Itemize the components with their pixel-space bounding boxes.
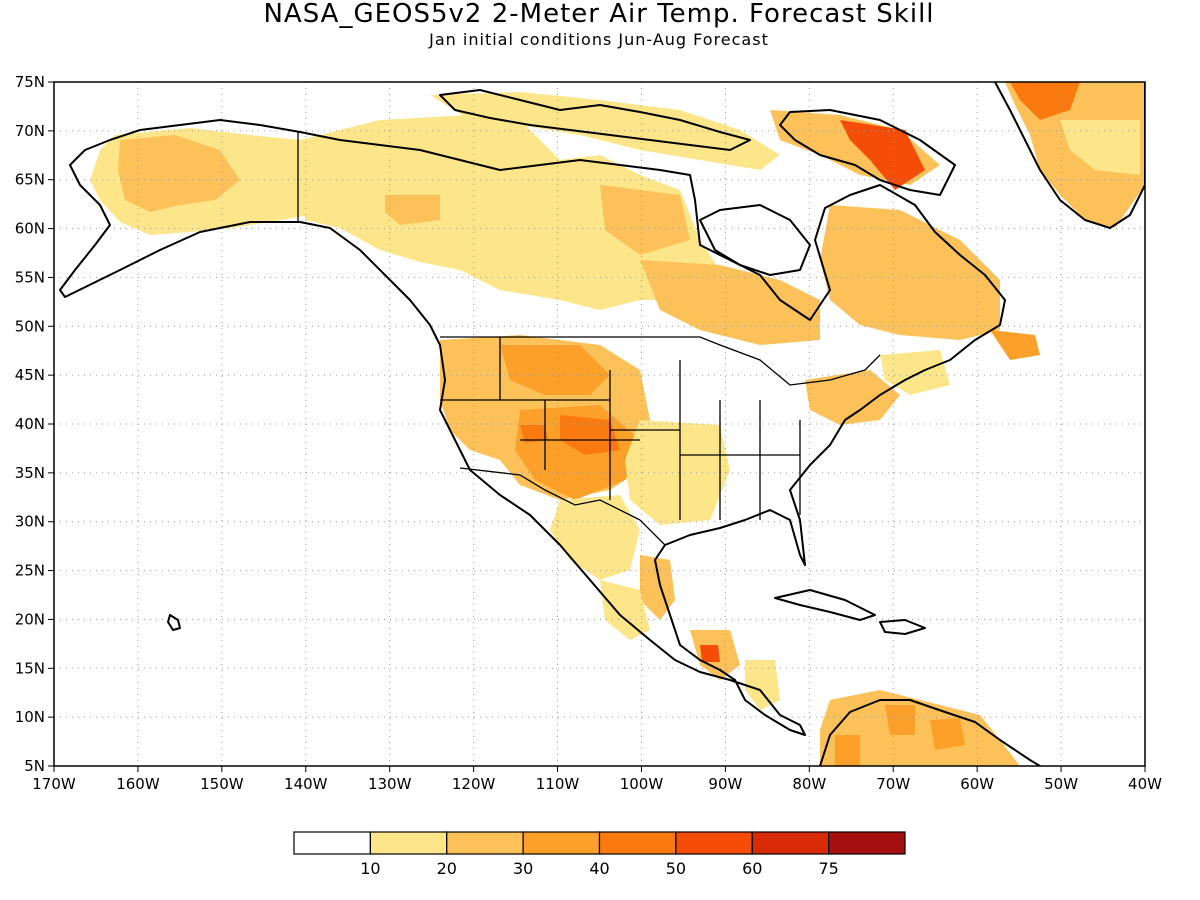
lon-tick-label: 150W — [200, 775, 244, 793]
colorbar-label: 50 — [666, 859, 686, 878]
graticule-grid — [54, 82, 1145, 766]
colorbar-swatch — [751, 831, 830, 855]
lat-tick-label: 70N — [15, 122, 45, 140]
colorbar-label: 40 — [589, 859, 609, 878]
lat-tick-label: 65N — [15, 171, 45, 189]
lat-tick-label: 60N — [15, 220, 45, 238]
lat-tick-label: 55N — [15, 268, 45, 286]
lat-tick-label: 75N — [15, 73, 45, 91]
lat-tick-label: 30N — [15, 513, 45, 531]
lon-tick-label: 80W — [792, 775, 826, 793]
lon-tick-label: 130W — [368, 775, 412, 793]
map-title: NASA_GEOS5v2 2-Meter Air Temp. Forecast … — [263, 0, 934, 29]
lat-tick-label: 45N — [15, 366, 45, 384]
lon-tick-label: 140W — [284, 775, 328, 793]
lat-tick-label: 25N — [15, 562, 45, 580]
map-plot-area — [54, 82, 1145, 766]
lon-tick-label: 100W — [620, 775, 664, 793]
latitude-axis: 5N 10N 15N 20N 25N 30N 35N 40N 45N 50N 55N 60N 65N 70… — [15, 73, 54, 775]
colorbar-swatch — [675, 831, 753, 855]
lat-tick-label: 40N — [15, 415, 45, 433]
lon-tick-label: 60W — [960, 775, 994, 793]
lon-tick-label: 120W — [452, 775, 496, 793]
lon-tick-label: 170W — [32, 775, 76, 793]
lon-tick-label: 50W — [1044, 775, 1078, 793]
colorbar-legend — [293, 831, 906, 855]
hawaii-coastline — [167, 614, 181, 631]
colorbar-label: 20 — [437, 859, 457, 878]
south-america-coastline — [819, 699, 1041, 766]
lat-tick-label: 35N — [15, 464, 45, 482]
arctic-islands-coastline — [439, 89, 751, 151]
colorbar-label: 30 — [513, 859, 533, 878]
lat-tick-label: 50N — [15, 317, 45, 335]
lon-tick-label: 90W — [708, 775, 742, 793]
lat-tick-label: 5N — [24, 757, 45, 775]
hudson-bay-coastline — [699, 204, 811, 276]
lat-tick-label: 10N — [15, 708, 45, 726]
lon-tick-label: 40W — [1128, 775, 1162, 793]
baffin-island-coastline — [779, 109, 956, 196]
colorbar-swatch — [828, 831, 906, 855]
us-state-lines-west — [440, 337, 680, 500]
lon-tick-label: 70W — [876, 775, 910, 793]
us-state-lines-central — [679, 360, 801, 520]
lat-tick-label: 20N — [15, 610, 45, 628]
coastline-layer — [59, 82, 1145, 766]
colorbar-label: 10 — [360, 859, 380, 878]
longitude-axis: 170W 160W 150W 140W 130W 120W 110W 100W 90W 80W 70… — [32, 766, 1162, 793]
lon-tick-label: 160W — [116, 775, 160, 793]
colorbar-labels: 10 20 30 40 50 60 75 — [360, 859, 839, 878]
colorbar-swatch — [293, 831, 371, 855]
cuba-coastline — [774, 589, 876, 621]
north-america-coastline — [59, 119, 1006, 736]
colorbar-swatch — [369, 831, 448, 855]
us-canada-border — [440, 336, 881, 386]
colorbar-swatch — [446, 831, 524, 855]
hispaniola-coastline — [879, 619, 926, 635]
lon-tick-label: 110W — [536, 775, 580, 793]
map-subtitle: Jan initial conditions Jun-Aug Forecast — [428, 30, 769, 49]
us-mexico-border — [459, 467, 666, 546]
colorbar-label: 75 — [818, 859, 838, 878]
colorbar-label: 60 — [742, 859, 762, 878]
colorbar-swatch — [522, 831, 601, 855]
lat-tick-label: 15N — [15, 659, 45, 677]
colorbar-swatch — [598, 831, 677, 855]
political-borders-layer — [297, 132, 881, 546]
greenland-coastline — [994, 82, 1145, 229]
